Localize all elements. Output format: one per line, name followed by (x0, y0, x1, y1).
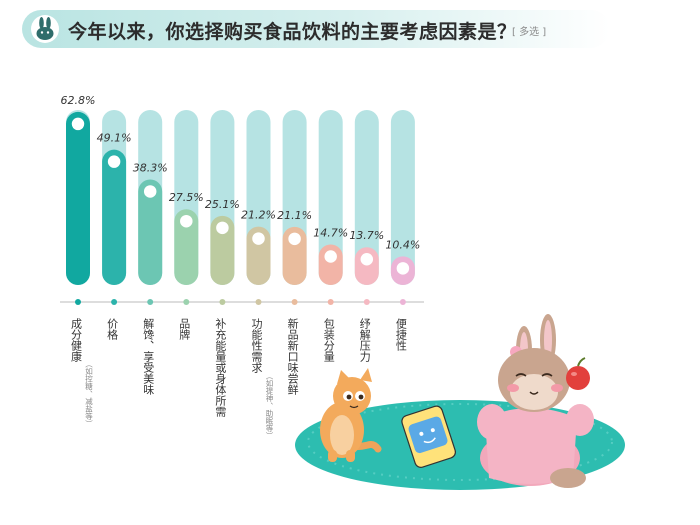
bar-knob (68, 114, 88, 134)
bar (138, 179, 163, 285)
value-label: 62.8% (61, 94, 96, 107)
category-label: 功能性需求 (250, 318, 263, 373)
axis-dot (363, 299, 370, 305)
value-label: 13.7% (349, 229, 384, 242)
axis-dot (255, 299, 262, 305)
value-label: 21.1% (277, 209, 312, 222)
axis-dot (399, 299, 406, 305)
category-note: （如提神、助眠等） (265, 372, 274, 440)
value-label: 21.2% (241, 209, 276, 222)
snack-bag-icon (401, 405, 456, 468)
bar-knob (176, 211, 197, 231)
axis-dot (291, 299, 298, 305)
bar-knob (104, 151, 124, 172)
value-label: 38.3% (133, 161, 168, 174)
bar-knob (248, 228, 269, 249)
axis-dot (147, 299, 154, 305)
category-label: 新品新口味尝鲜 (286, 317, 299, 396)
axis-dot (183, 299, 190, 305)
bar-track (318, 110, 343, 285)
title-bar: 今年以来，你选择购买食品饮料的主要考虑因素是？ [ 多选 ] (22, 10, 610, 48)
value-label: 25.1% (205, 198, 240, 211)
bar-knob (393, 258, 413, 279)
bar-knob (140, 181, 160, 202)
page-title: 今年以来，你选择购买食品饮料的主要考虑因素是？ (68, 21, 517, 43)
category-label: 纾解压力 (358, 317, 371, 362)
bar-track (390, 110, 415, 285)
bunny-icon (477, 314, 594, 488)
cat-icon (320, 368, 382, 462)
category-label: 品牌 (178, 318, 191, 341)
bar-knob (357, 249, 377, 269)
axis-dot (219, 299, 226, 305)
category-label: 便捷性 (394, 318, 407, 352)
rabbit-icon (31, 15, 59, 43)
value-label: 49.1% (97, 132, 132, 145)
category-note: （如控糖、减盐等） (84, 360, 93, 428)
category-label: 解馋、享受美味 (142, 317, 155, 395)
axis-dot (111, 299, 118, 305)
category-label: 包装分量 (322, 318, 335, 362)
category-label: 成分健康 (70, 318, 83, 362)
value-label: 14.7% (313, 226, 348, 239)
bar-knob (284, 229, 305, 249)
value-label: 27.5% (169, 191, 204, 204)
axis-dot (75, 299, 81, 305)
illustration (295, 314, 625, 490)
apple-icon (566, 357, 590, 390)
bar-knob (320, 246, 341, 267)
bar (66, 111, 90, 285)
category-label: 价格 (106, 318, 119, 341)
bar (102, 149, 127, 285)
value-label: 10.4% (385, 238, 420, 251)
axis-dot (327, 299, 334, 305)
category-label: 补充能量或身体所需 (214, 318, 227, 417)
multi-select-tag: [ 多选 ] (512, 27, 547, 38)
bar-track (354, 110, 379, 285)
bar-knob (212, 218, 233, 238)
